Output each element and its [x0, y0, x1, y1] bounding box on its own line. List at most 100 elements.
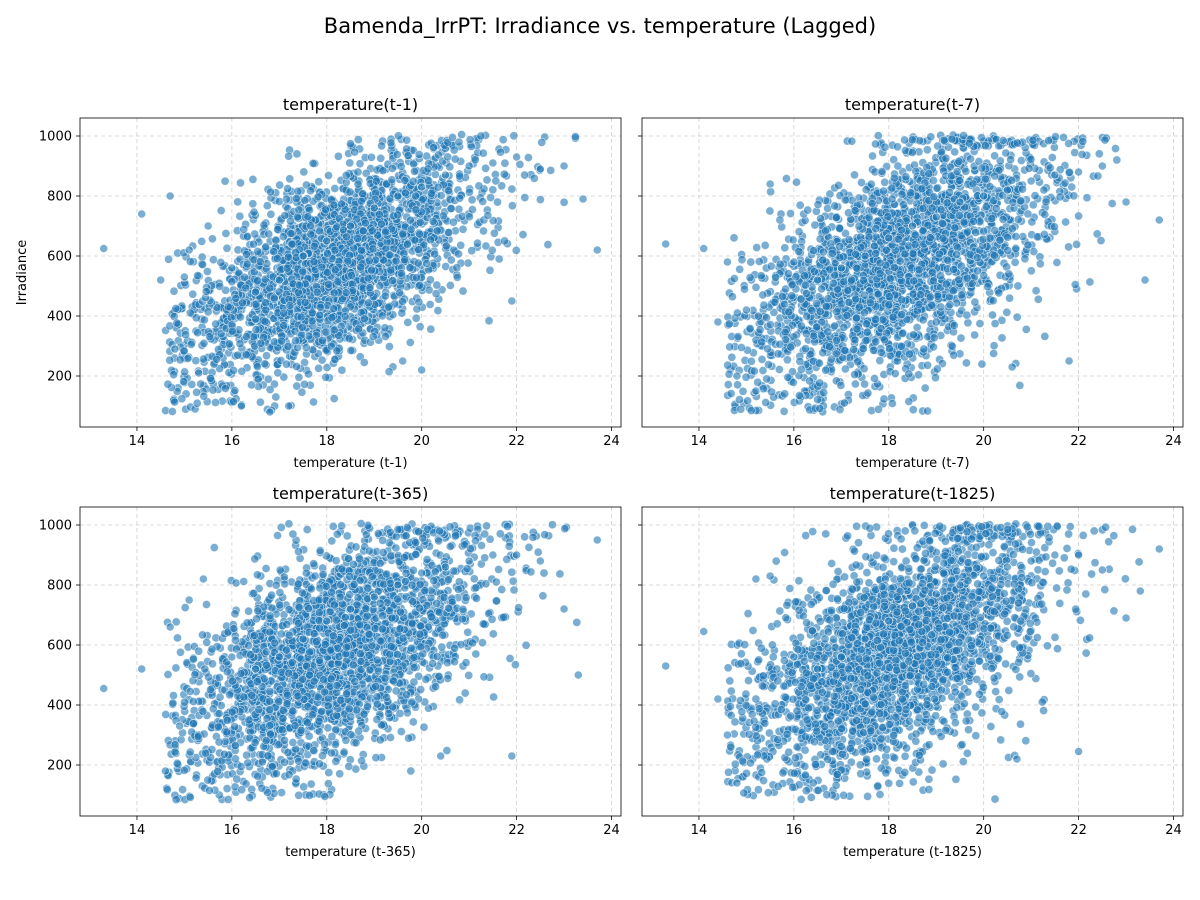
scatter-point	[376, 153, 386, 163]
scatter-point	[384, 302, 393, 312]
scatter-point	[360, 314, 369, 324]
scatter-point	[203, 307, 213, 317]
scatter-point	[377, 311, 387, 321]
scatter-point	[369, 203, 379, 213]
scatter-point	[752, 243, 762, 252]
scatter-point	[520, 170, 529, 180]
scatter-point	[376, 219, 386, 229]
scatter-point	[740, 284, 749, 294]
scatter-point	[481, 241, 491, 251]
scatter-point	[384, 367, 394, 377]
scatter-point	[994, 288, 1004, 298]
scatter-point	[212, 354, 221, 364]
scatter-point	[199, 315, 209, 325]
scatter-point	[315, 226, 324, 236]
scatter-point	[322, 236, 332, 246]
scatter-point	[332, 346, 342, 356]
scatter-point	[345, 158, 355, 168]
scatter-point	[249, 207, 259, 217]
scatter-point	[779, 406, 789, 416]
scatter-point	[206, 373, 215, 383]
scatter-point	[402, 135, 412, 145]
scatter-point	[1082, 193, 1092, 203]
scatter-point	[787, 280, 797, 289]
scatter-point	[137, 209, 147, 219]
scatter-point	[933, 291, 943, 301]
scatter-point	[192, 398, 202, 408]
scatter-point	[537, 137, 547, 147]
scatter-point	[743, 396, 752, 406]
scatter-point	[887, 183, 897, 193]
scatter-point	[280, 211, 290, 220]
scatter-point	[866, 179, 876, 189]
scatter-point	[511, 245, 521, 255]
scatter-point	[170, 397, 180, 407]
scatter-point	[377, 141, 386, 151]
scatter-point	[179, 377, 188, 386]
scatter-point	[970, 297, 980, 307]
scatter-point	[341, 288, 351, 298]
scatter-point	[356, 262, 366, 272]
scatter-point	[350, 147, 360, 157]
scatter-point	[333, 151, 343, 161]
scatter-point	[294, 372, 304, 382]
scatter-point	[279, 321, 289, 330]
scatter-point	[426, 235, 435, 245]
scatter-point	[500, 236, 509, 246]
scatter-point	[297, 387, 307, 397]
scatter-point	[864, 212, 874, 222]
y-tick-label: 200	[47, 370, 72, 385]
x-tick-label: 14	[129, 434, 146, 449]
scatter-point	[758, 384, 768, 394]
scatter-point	[767, 387, 776, 397]
scatter-point	[947, 341, 957, 351]
scatter-point	[1002, 307, 1012, 317]
x-tick-label: 16	[224, 434, 241, 449]
scatter-point	[235, 211, 245, 221]
scatter-point	[938, 219, 947, 228]
scatter-point	[880, 142, 890, 152]
scatter-point	[271, 235, 281, 245]
scatter-point	[457, 211, 467, 221]
scatter-point	[300, 298, 310, 307]
scatter-point	[368, 226, 377, 236]
scatter-point	[183, 354, 193, 363]
scatter-point	[298, 251, 308, 261]
scatter-point	[782, 174, 791, 183]
scatter-point	[282, 263, 292, 273]
scatter-point	[397, 308, 407, 318]
scatter-point	[750, 366, 759, 376]
scatter-point	[291, 193, 301, 203]
scatter-point	[780, 389, 790, 399]
scatter-point	[489, 228, 499, 238]
scatter-point	[990, 226, 1000, 235]
scatter-point	[227, 326, 237, 336]
subplot-1: 14 16 18 20 22 242004006008001000temperature(…	[15, 95, 622, 471]
scatter-point	[215, 281, 225, 291]
scatter-point	[496, 147, 505, 157]
scatter-point	[253, 362, 262, 372]
scatter-point	[313, 192, 323, 202]
scatter-point	[430, 169, 440, 179]
scatter-point	[306, 186, 315, 196]
scatter-point	[393, 131, 403, 141]
scatter-point	[425, 300, 435, 309]
scatter-point	[860, 290, 870, 300]
scatter-point	[847, 136, 857, 146]
scatter-point	[222, 243, 232, 253]
scatter-point	[1064, 242, 1073, 252]
scatter-point	[396, 161, 406, 171]
scatter-point	[169, 370, 178, 380]
scatter-point	[380, 291, 390, 301]
scatter-point	[988, 310, 997, 320]
scatter-point	[901, 172, 911, 182]
scatter-point	[981, 141, 990, 151]
scatter-point	[956, 333, 966, 343]
scatter-point	[259, 220, 269, 230]
scatter-point	[414, 150, 424, 159]
scatter-point	[898, 329, 907, 338]
scatter-point	[239, 224, 249, 234]
scatter-point	[851, 249, 861, 259]
scatter-point	[356, 196, 366, 206]
scatter-point	[491, 176, 501, 186]
